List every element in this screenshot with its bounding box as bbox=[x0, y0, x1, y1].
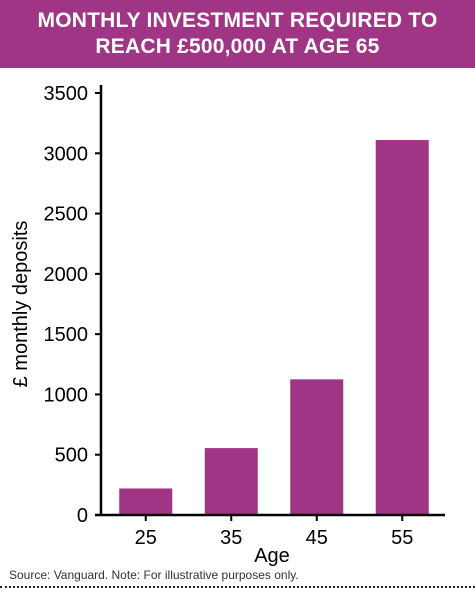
y-tick-label: 500 bbox=[55, 445, 88, 467]
y-tick-label: 3500 bbox=[44, 83, 89, 105]
x-tick-label: 45 bbox=[306, 527, 328, 549]
y-tick-label: 2000 bbox=[44, 264, 89, 286]
title-banner: MONTHLY INVESTMENT REQUIRED TO REACH £50… bbox=[0, 0, 475, 68]
y-tick-label: 2500 bbox=[44, 204, 89, 226]
bar-chart: 0 500 1000 1500 2000 2500 3000 3500 25 35 45 55 Ag… bbox=[10, 83, 445, 567]
x-tick-label: 25 bbox=[135, 527, 157, 549]
x-axis-label: Age bbox=[254, 545, 290, 567]
y-tick-label: 1500 bbox=[44, 324, 89, 346]
bar-age-35 bbox=[204, 448, 258, 515]
bar-age-55 bbox=[375, 140, 429, 515]
x-axis-ticks: 25 35 45 55 bbox=[135, 515, 413, 549]
y-tick-label: 0 bbox=[77, 505, 88, 527]
y-tick-label: 3000 bbox=[44, 143, 89, 165]
x-tick-label: 35 bbox=[220, 527, 242, 549]
x-tick-label: 55 bbox=[391, 527, 413, 549]
chart-title: MONTHLY INVESTMENT REQUIRED TO REACH £50… bbox=[37, 9, 438, 58]
bar-age-25 bbox=[119, 488, 173, 515]
y-axis-ticks: 0 500 1000 1500 2000 2500 3000 3500 bbox=[44, 83, 101, 527]
bar-age-45 bbox=[290, 379, 344, 515]
y-tick-label: 1000 bbox=[44, 384, 89, 406]
bars bbox=[119, 140, 429, 515]
source-note: Source: Vanguard. Note: For illustrative… bbox=[9, 568, 299, 582]
dotted-divider bbox=[0, 586, 475, 588]
y-axis-label: £ monthly deposits bbox=[10, 221, 32, 388]
